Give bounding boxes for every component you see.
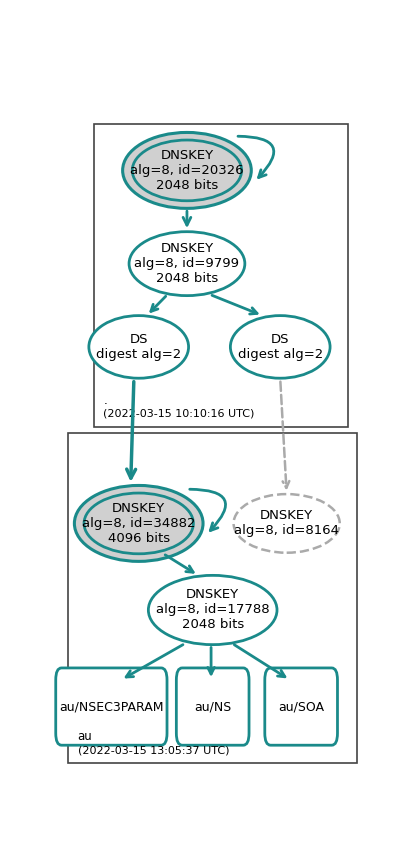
Ellipse shape: [132, 140, 242, 201]
Text: au/SOA: au/SOA: [278, 700, 324, 713]
FancyBboxPatch shape: [94, 124, 348, 426]
FancyBboxPatch shape: [176, 668, 249, 746]
Ellipse shape: [84, 493, 193, 554]
Text: DNSKEY
alg=8, id=17788
2048 bits: DNSKEY alg=8, id=17788 2048 bits: [156, 588, 269, 631]
FancyArrowPatch shape: [190, 490, 226, 530]
Text: (2022-03-15 10:10:16 UTC): (2022-03-15 10:10:16 UTC): [103, 409, 255, 419]
FancyBboxPatch shape: [56, 668, 167, 746]
Text: au/NS: au/NS: [194, 700, 231, 713]
Ellipse shape: [74, 485, 203, 561]
FancyArrowPatch shape: [238, 137, 274, 177]
FancyBboxPatch shape: [265, 668, 337, 746]
Text: au/NSEC3PARAM: au/NSEC3PARAM: [59, 700, 164, 713]
Ellipse shape: [122, 132, 251, 208]
Text: DNSKEY
alg=8, id=8164: DNSKEY alg=8, id=8164: [234, 509, 339, 537]
Text: DS
digest alg=2: DS digest alg=2: [96, 333, 181, 361]
Text: au: au: [78, 730, 93, 743]
Text: DNSKEY
alg=8, id=9799
2048 bits: DNSKEY alg=8, id=9799 2048 bits: [134, 242, 239, 285]
Ellipse shape: [89, 316, 188, 378]
FancyBboxPatch shape: [68, 433, 357, 763]
Text: DNSKEY
alg=8, id=20326
2048 bits: DNSKEY alg=8, id=20326 2048 bits: [130, 149, 244, 192]
Text: .: .: [103, 394, 107, 407]
Ellipse shape: [149, 575, 277, 644]
Text: (2022-03-15 13:05:37 UTC): (2022-03-15 13:05:37 UTC): [78, 746, 229, 755]
Ellipse shape: [234, 494, 340, 553]
Ellipse shape: [230, 316, 330, 378]
Ellipse shape: [129, 232, 245, 296]
Text: DNSKEY
alg=8, id=34882
4096 bits: DNSKEY alg=8, id=34882 4096 bits: [82, 502, 195, 545]
Text: DS
digest alg=2: DS digest alg=2: [238, 333, 323, 361]
